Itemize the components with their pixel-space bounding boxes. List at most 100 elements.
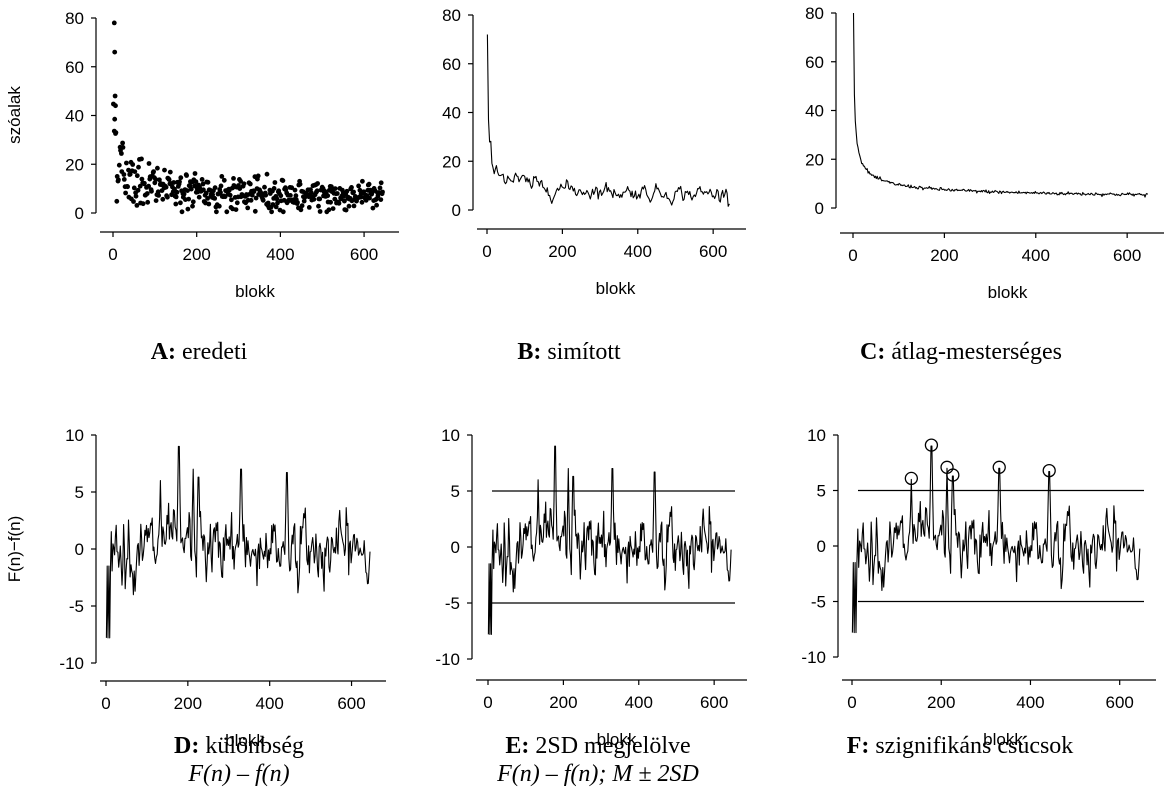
chart-c: 0 20 40 60 80 0 200 400 600 blokk — [805, 4, 1164, 302]
data-point — [270, 202, 276, 207]
data-point — [218, 183, 224, 189]
y-tick-label: 40 — [65, 107, 84, 126]
y-tick-label: 80 — [442, 6, 461, 25]
data-point — [160, 196, 166, 202]
data-point — [119, 151, 124, 156]
data-points — [111, 20, 385, 215]
data-point — [196, 194, 202, 200]
x-tick-label: 0 — [483, 693, 492, 712]
data-point — [133, 193, 139, 199]
data-point — [297, 181, 303, 187]
x-tick-label: 200 — [930, 246, 958, 265]
data-point — [113, 130, 119, 136]
data-point — [139, 156, 144, 162]
data-point — [346, 203, 352, 209]
data-point — [332, 196, 338, 202]
data-point — [292, 187, 298, 193]
chart-f: -10 -5 0 5 10 0 200 400 600 blokk — [801, 426, 1156, 749]
data-point — [367, 195, 372, 201]
y-tick-label: 80 — [65, 9, 84, 28]
data-point — [184, 173, 190, 178]
x-tick-label: 200 — [183, 245, 211, 264]
data-point — [252, 208, 258, 214]
data-point — [309, 190, 314, 196]
data-point — [349, 185, 354, 190]
data-point — [357, 187, 363, 193]
data-point — [224, 209, 230, 215]
data-point — [130, 162, 136, 167]
data-point — [112, 93, 118, 99]
x-axis-label: blokk — [225, 731, 265, 750]
data-point — [280, 178, 286, 184]
y-axis-label: F(n)−f(n) — [5, 516, 24, 583]
data-point — [316, 203, 321, 209]
data-point — [311, 196, 317, 202]
x-tick-label: 600 — [699, 242, 727, 261]
data-point — [378, 197, 384, 203]
data-point — [265, 200, 271, 206]
y-tick-label: -5 — [811, 593, 826, 612]
data-point — [280, 209, 286, 215]
data-point — [231, 176, 236, 181]
data-point — [166, 177, 172, 183]
x-tick-label: 400 — [625, 693, 653, 712]
data-point — [171, 180, 177, 185]
x-tick-label: 0 — [848, 246, 857, 265]
data-point — [131, 185, 137, 191]
data-point — [178, 200, 183, 206]
caption-b: B: simított — [517, 339, 621, 365]
data-point — [271, 186, 277, 191]
y-tick-label: 20 — [805, 150, 824, 169]
data-point — [314, 188, 320, 194]
data-point — [145, 199, 151, 205]
data-point — [278, 193, 284, 199]
data-point — [185, 206, 191, 212]
y-tick-label: 40 — [805, 102, 824, 121]
y-tick-label: 0 — [817, 537, 826, 556]
data-point — [275, 200, 280, 206]
data-point — [142, 180, 147, 186]
x-tick-label: 0 — [847, 693, 856, 712]
data-point — [155, 165, 160, 171]
data-point — [163, 184, 169, 190]
data-point — [332, 186, 338, 192]
data-point — [298, 207, 304, 213]
data-point — [315, 181, 320, 186]
x-tick-label: 600 — [337, 694, 365, 713]
data-point — [134, 173, 140, 179]
x-tick-label: 0 — [482, 242, 491, 261]
data-point — [360, 178, 365, 184]
x-tick-label: 200 — [927, 693, 955, 712]
data-point — [165, 194, 170, 200]
y-tick-label: 5 — [451, 482, 460, 501]
data-point — [273, 204, 279, 210]
caption-f: F: szignifikáns csúcsok — [846, 733, 1074, 759]
data-point — [114, 198, 120, 204]
data-point — [177, 179, 182, 185]
data-point — [173, 194, 179, 200]
y-tick-label: 0 — [75, 204, 84, 223]
data-point — [188, 186, 194, 192]
y-tick-label: 0 — [452, 201, 461, 220]
x-axis-label: blokk — [235, 282, 275, 301]
y-tick-label: 5 — [817, 482, 826, 501]
series-line — [852, 12, 1149, 198]
data-point — [241, 181, 247, 187]
data-point — [131, 199, 136, 204]
data-point — [156, 193, 162, 198]
data-point — [112, 49, 118, 55]
data-point — [260, 197, 266, 203]
data-point — [218, 190, 223, 195]
y-axis-label: szóalak — [5, 86, 24, 144]
data-point — [216, 203, 222, 209]
data-point — [374, 202, 379, 208]
x-tick-label: 200 — [174, 694, 202, 713]
chart-d: -10 -5 0 5 10 0 200 400 600 blokk F(n)−f(n) — [5, 426, 386, 750]
data-point — [289, 185, 295, 191]
data-point — [136, 164, 141, 170]
x-tick-label: 600 — [700, 693, 728, 712]
data-point — [111, 20, 117, 26]
data-point — [186, 196, 192, 202]
data-point — [116, 177, 121, 183]
data-point — [317, 196, 323, 202]
